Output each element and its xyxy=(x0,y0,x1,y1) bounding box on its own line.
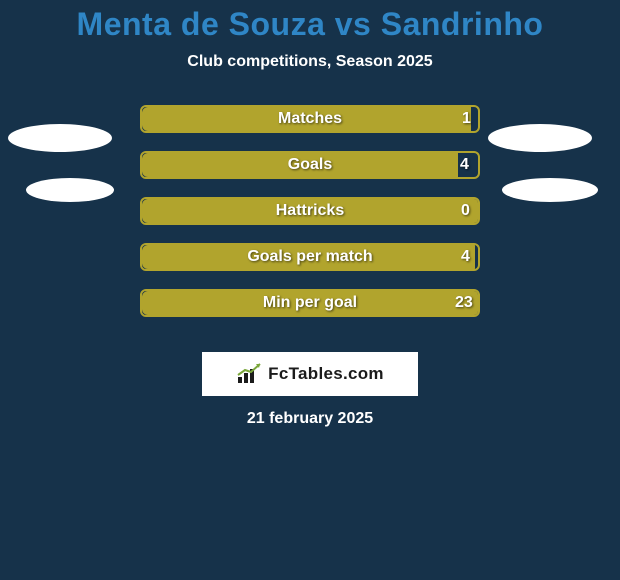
decorative-ellipse xyxy=(488,124,592,152)
logo-box: FcTables.com xyxy=(202,352,418,396)
bar-track xyxy=(140,243,480,271)
decorative-ellipse xyxy=(502,178,598,202)
bar-track xyxy=(140,289,480,317)
logo-text: FcTables.com xyxy=(268,364,384,384)
bar-fill xyxy=(142,245,475,269)
decorative-ellipse xyxy=(8,124,112,152)
bar-fill xyxy=(142,153,458,177)
decorative-ellipse xyxy=(26,178,114,202)
comparison-canvas: Menta de Souza vs Sandrinho Club competi… xyxy=(0,0,620,580)
bar-fill xyxy=(142,107,471,131)
bar-track xyxy=(140,197,480,225)
stat-row: Min per goal23 xyxy=(0,289,620,335)
page-title: Menta de Souza vs Sandrinho xyxy=(0,0,620,43)
bar-track xyxy=(140,151,480,179)
bar-chart-icon xyxy=(236,363,262,385)
bar-track xyxy=(140,105,480,133)
stat-row: Goals per match4 xyxy=(0,243,620,289)
date-line: 21 february 2025 xyxy=(0,410,620,428)
bar-fill xyxy=(142,199,478,223)
bar-fill xyxy=(142,291,478,315)
stat-row: Hattricks0 xyxy=(0,197,620,243)
subtitle: Club competitions, Season 2025 xyxy=(0,53,620,71)
